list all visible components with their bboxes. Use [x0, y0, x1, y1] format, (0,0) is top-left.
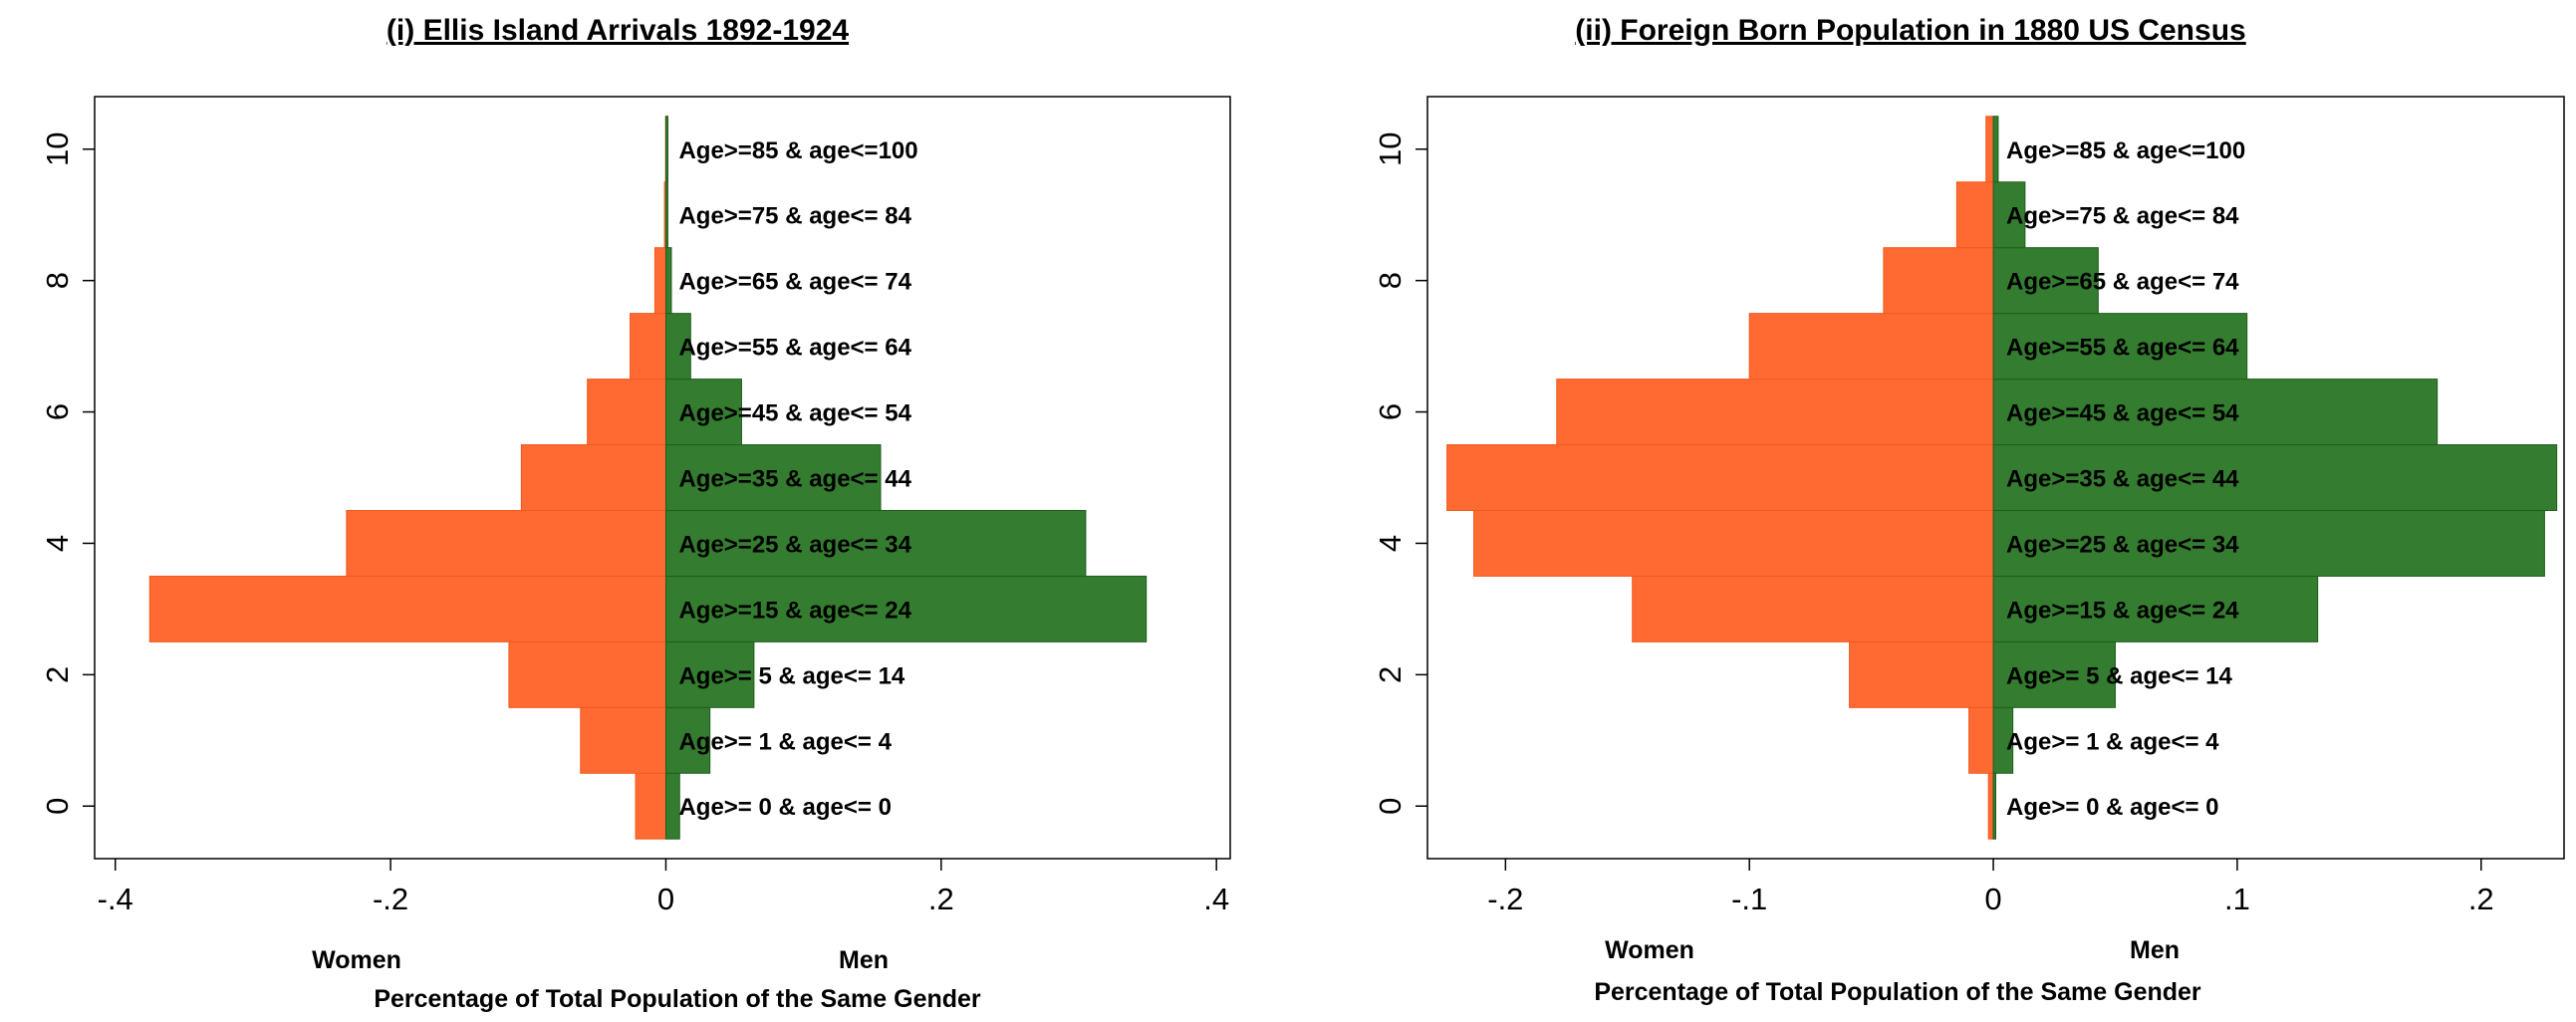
bar-men	[1992, 379, 2439, 446]
bar-label: Age>=35 & age<= 44	[2006, 466, 2239, 493]
bar-label: Age>= 1 & age<= 4	[678, 728, 892, 755]
bar-label: Age>=85 & age<=100	[2006, 137, 2245, 164]
bar-men	[1992, 640, 2116, 708]
bar-women	[1968, 706, 1994, 774]
bar-label: Age>= 0 & age<= 0	[678, 794, 891, 821]
bar-label: Age>= 0 & age<= 0	[2006, 794, 2218, 821]
bar-label: Age>=55 & age<= 64	[678, 335, 911, 362]
bar-women	[1748, 313, 1994, 381]
bar-women	[346, 509, 666, 577]
x-tick-label: .1	[2224, 882, 2250, 916]
chart-title: (ii) Foreign Born Population in 1880 US …	[1575, 14, 2245, 47]
y-tick-label: 10	[40, 132, 75, 166]
men-label: Men	[839, 946, 889, 974]
bar-women	[520, 444, 666, 511]
bar-men	[664, 247, 672, 315]
chart-panel-2: (ii) Foreign Born Population in 1880 US …	[1373, 14, 2565, 1006]
women-label: Women	[312, 946, 401, 974]
bar-men	[664, 313, 691, 381]
bar-label: Age>=35 & age<= 44	[678, 466, 911, 493]
x-axis-label: Percentage of Total Population of the Sa…	[1594, 978, 2201, 1006]
bar-men	[1992, 116, 1999, 183]
bar-women	[1632, 575, 1994, 642]
bar-women	[580, 706, 666, 774]
x-tick-label: .2	[928, 882, 954, 916]
bar-label: Age>=55 & age<= 64	[2006, 335, 2239, 362]
bar-label: Age>=25 & age<= 34	[678, 531, 911, 558]
x-tick-label: -.2	[1487, 882, 1523, 916]
bar-men	[664, 116, 668, 183]
bar-label: Age>=65 & age<= 74	[678, 269, 911, 296]
y-tick-label: 2	[1373, 666, 1408, 683]
bar-label: Age>=85 & age<=100	[678, 137, 917, 164]
bar-women	[653, 247, 666, 315]
plot-frame	[1426, 96, 2565, 860]
x-tick-label: .4	[1203, 882, 1229, 916]
bar-women	[148, 575, 666, 642]
bar-label: Age>= 5 & age<= 14	[2006, 662, 2232, 689]
men-label: Men	[2130, 936, 2180, 964]
bar-women	[1849, 640, 1994, 708]
x-axis-label: Percentage of Total Population of the Sa…	[374, 985, 981, 1013]
bar-women	[1985, 116, 1994, 183]
bar-label: Age>=45 & age<= 54	[678, 400, 911, 427]
y-tick-label: 6	[40, 403, 75, 420]
bar-label: Age>=45 & age<= 54	[2006, 400, 2239, 427]
bar-label: Age>=65 & age<= 74	[2006, 269, 2239, 296]
bar-men	[1992, 181, 2026, 249]
bar-women	[1883, 247, 1994, 315]
y-tick-label: 6	[1373, 403, 1408, 420]
bar-men	[664, 181, 668, 249]
y-tick-label: 8	[1373, 272, 1408, 289]
bar-women	[1955, 181, 1994, 249]
bar-label: Age>=15 & age<= 24	[678, 597, 911, 624]
bar-men	[664, 640, 755, 708]
bar-women	[587, 379, 666, 446]
bar-men	[1992, 772, 1997, 840]
y-tick-label: 2	[40, 666, 75, 683]
bar-men	[1992, 444, 2558, 511]
chart-title: (i) Ellis Island Arrivals 1892-1924	[386, 14, 849, 47]
x-tick-label: -.2	[373, 882, 408, 916]
bar-men	[664, 772, 680, 840]
bar-label: Age>=75 & age<= 84	[678, 203, 911, 230]
y-tick-label: 10	[1373, 132, 1408, 166]
bar-women	[1556, 379, 1994, 446]
y-tick-label: 8	[40, 272, 75, 289]
y-tick-label: 0	[40, 798, 75, 815]
x-tick-label: -.1	[1731, 882, 1767, 916]
bar-men	[1992, 247, 2099, 315]
x-tick-label: 0	[657, 882, 674, 916]
bar-men	[1992, 313, 2248, 381]
bar-women	[508, 640, 666, 708]
bar-label: Age>=15 & age<= 24	[2006, 597, 2239, 624]
chart-panel-1: (i) Ellis Island Arrivals 1892-1924 Age>=…	[40, 14, 1231, 1013]
bar-men	[1992, 575, 2319, 642]
y-tick-label: 0	[1373, 798, 1408, 815]
y-tick-label: 4	[40, 535, 75, 552]
bar-women	[635, 772, 666, 840]
bar-label: Age>= 1 & age<= 4	[2006, 728, 2219, 755]
x-tick-label: -.4	[98, 882, 133, 916]
bar-women	[630, 313, 666, 381]
bar-men	[664, 444, 882, 511]
bar-women	[1987, 772, 1994, 840]
bar-men	[1992, 509, 2545, 577]
x-tick-label: .2	[2468, 882, 2494, 916]
bar-men	[664, 509, 1087, 577]
x-tick-label: 0	[1984, 882, 2001, 916]
bar-label: Age>=75 & age<= 84	[2006, 203, 2239, 230]
bar-label: Age>=25 & age<= 34	[2006, 531, 2239, 558]
bar-label: Age>= 5 & age<= 14	[678, 662, 904, 689]
bar-men	[664, 379, 742, 446]
y-tick-label: 4	[1373, 535, 1408, 552]
women-label: Women	[1605, 936, 1694, 964]
plot-frame	[94, 96, 1231, 860]
bar-women	[1446, 444, 1994, 511]
bar-women	[1473, 509, 1994, 577]
